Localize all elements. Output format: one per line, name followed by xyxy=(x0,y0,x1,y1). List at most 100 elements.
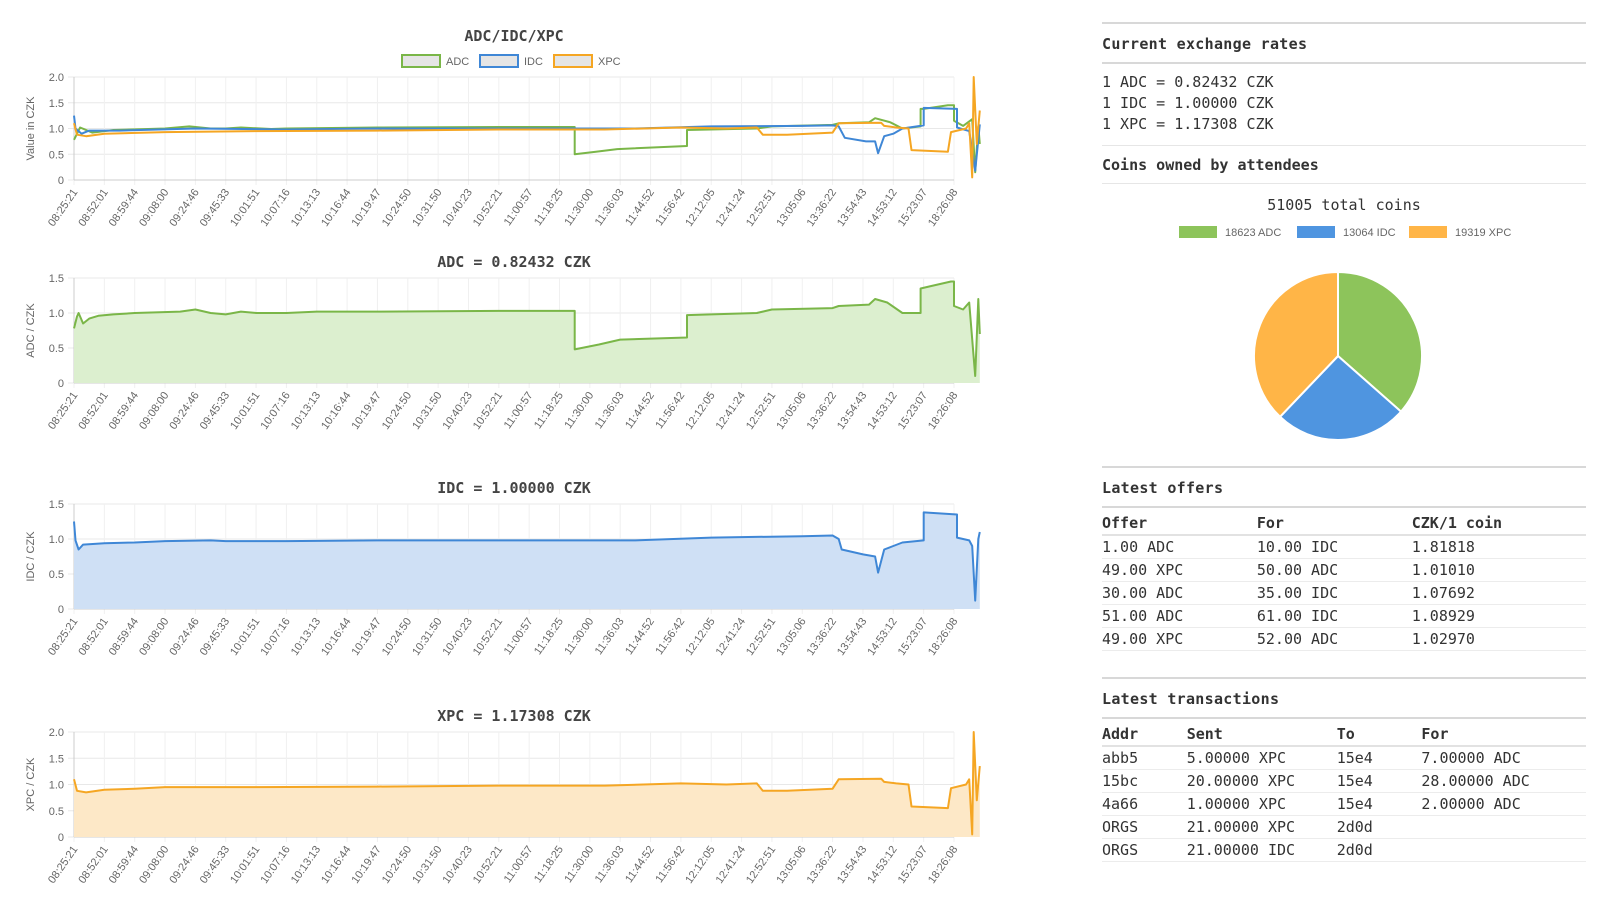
x-tick-label: 11:30:00 xyxy=(562,187,596,228)
legend-label-idc: IDC xyxy=(524,56,543,68)
offers-col-rate: CZK/1 coin xyxy=(1411,508,1586,536)
offer-amount: 30.00 ADC xyxy=(1102,581,1257,605)
x-tick-label: 09:08:00 xyxy=(137,616,171,658)
offers-section: Latest offers Offer For CZK/1 coin 1.00 … xyxy=(1102,466,1586,651)
x-tick-label: 10:40:23 xyxy=(441,844,475,886)
offer-row: 1.00 ADC 10.00 IDC 1.81818 xyxy=(1102,535,1586,559)
tx-row: abb5 5.00000 XPC 15e4 7.00000 ADC xyxy=(1102,746,1586,770)
x-tick-label: 10:19:47 xyxy=(350,844,384,886)
x-tick-label: 08:25:21 xyxy=(46,616,80,658)
x-tick-label: 13:05:06 xyxy=(774,844,808,886)
x-tick-label: 11:36:03 xyxy=(593,187,627,228)
x-tick-label: 11:18:25 xyxy=(532,844,566,885)
tx-sent: 20.00000 XPC xyxy=(1186,769,1337,793)
offer-row: 49.00 XPC 52.00 ADC 1.02970 xyxy=(1102,627,1586,651)
x-tick-label: 14:53:12 xyxy=(865,187,899,229)
offer-rate: 1.81818 xyxy=(1411,535,1586,559)
series-line-xpc xyxy=(73,76,981,179)
x-tick-label: 09:24:46 xyxy=(167,844,201,886)
legend-swatch-idc xyxy=(479,54,519,68)
exchange-rates-list: 1 ADC = 0.82432 CZK 1 IDC = 1.00000 CZK … xyxy=(1102,64,1586,146)
x-tick-label: 12:52:51 xyxy=(744,844,778,886)
x-tick-label: 10:01:51 xyxy=(228,390,262,432)
series-area-idc xyxy=(74,512,980,609)
series-area-xpc xyxy=(74,732,980,837)
tx-for xyxy=(1421,815,1586,839)
tx-sent: 21.00000 XPC xyxy=(1186,815,1337,839)
x-tick-label: 11:44:52 xyxy=(623,187,657,228)
x-tick-label: 11:44:52 xyxy=(623,616,657,657)
x-tick-label: 12:52:51 xyxy=(744,390,778,432)
x-tick-label: 15:23:07 xyxy=(896,390,930,432)
x-tick-label: 10:31:50 xyxy=(410,616,444,658)
series-area-adc xyxy=(74,281,980,383)
x-tick-label: 11:00:57 xyxy=(502,844,536,885)
y-axis-label: XPC / CZK xyxy=(25,757,37,811)
x-tick-label: 08:52:01 xyxy=(76,844,110,886)
exchange-rates-section: Current exchange rates 1 ADC = 0.82432 C… xyxy=(1102,22,1586,146)
series-line-xpc xyxy=(73,731,981,836)
pie-slice xyxy=(1337,270,1423,414)
x-tick-label: 11:18:25 xyxy=(532,616,566,657)
tx-sent: 1.00000 XPC xyxy=(1186,792,1337,816)
x-tick-label: 10:13:13 xyxy=(289,844,323,886)
x-tick-label: 10:16:44 xyxy=(319,390,353,432)
x-tick-label: 09:45:33 xyxy=(198,187,232,229)
x-tick-label: 13:36:22 xyxy=(805,616,839,658)
offers-col-for: For xyxy=(1256,508,1412,536)
x-tick-label: 13:05:06 xyxy=(774,390,808,432)
tx-addr: ORGS xyxy=(1102,838,1187,862)
x-tick-label: 11:30:00 xyxy=(562,616,596,657)
tx-row: 15bc 20.00000 XPC 15e4 28.00000 ADC xyxy=(1102,769,1586,793)
pie-legend-swatch xyxy=(1409,226,1447,238)
coins-pie-chart: 18623 ADC 13064 IDC 19319 XPC xyxy=(1179,226,1511,441)
x-tick-label: 12:41:24 xyxy=(714,844,748,886)
x-tick-label: 10:52:21 xyxy=(471,390,505,432)
x-tick-label: 10:16:44 xyxy=(319,844,353,886)
offer-amount: 49.00 XPC xyxy=(1102,558,1257,582)
x-tick-label: 10:19:47 xyxy=(350,390,384,432)
x-tick-label: 10:24:50 xyxy=(380,616,414,658)
x-tick-label: 11:44:52 xyxy=(623,390,657,431)
x-tick-label: 10:01:51 xyxy=(228,844,262,886)
transactions-table: Addr Sent To For abb5 5.00000 XPC 15e4 7.00… xyxy=(1102,719,1586,862)
pie-legend-label: 13064 IDC xyxy=(1343,227,1396,239)
x-tick-label: 10:31:50 xyxy=(410,187,444,229)
y-tick-label: 1.5 xyxy=(49,273,64,285)
x-tick-label: 08:25:21 xyxy=(46,844,80,886)
x-tick-label: 10:13:13 xyxy=(289,390,323,432)
tx-header-row: Addr Sent To For xyxy=(1102,719,1586,747)
offers-header-row: Offer For CZK/1 coin xyxy=(1102,508,1586,536)
tx-addr: 4a66 xyxy=(1102,792,1187,816)
offer-for: 52.00 ADC xyxy=(1256,627,1412,651)
pie-legend-label: 19319 XPC xyxy=(1455,227,1511,239)
offers-col-offer: Offer xyxy=(1102,508,1257,536)
exchange-rates-title: Current exchange rates xyxy=(1102,24,1586,64)
x-tick-label: 12:41:24 xyxy=(714,187,748,229)
x-tick-label: 10:01:51 xyxy=(228,616,262,658)
y-tick-label: 1.0 xyxy=(49,534,64,546)
x-tick-label: 10:40:23 xyxy=(441,616,475,658)
x-tick-label: 12:12:05 xyxy=(683,390,717,432)
x-tick-label: 14:53:12 xyxy=(865,390,899,432)
x-tick-label: 10:24:50 xyxy=(380,390,414,432)
y-tick-label: 1.5 xyxy=(49,753,64,765)
x-tick-label: 10:24:50 xyxy=(380,187,414,229)
tx-for: 7.00000 ADC xyxy=(1421,746,1586,770)
chart-title: ADC = 0.82432 CZK xyxy=(437,253,591,271)
tx-row: ORGS 21.00000 XPC 2d0d xyxy=(1102,815,1586,839)
series-line-adc xyxy=(73,104,981,174)
chart-title: ADC/IDC/XPC xyxy=(464,27,563,45)
x-tick-label: 15:23:07 xyxy=(896,616,930,658)
x-tick-label: 10:24:50 xyxy=(380,844,414,886)
tx-row: 4a66 1.00000 XPC 15e4 2.00000 ADC xyxy=(1102,792,1586,816)
tx-addr: abb5 xyxy=(1102,746,1187,770)
x-tick-label: 09:45:33 xyxy=(198,616,232,658)
x-tick-label: 11:18:25 xyxy=(532,390,566,431)
y-tick-label: 1.0 xyxy=(49,308,64,320)
pie-legend-label: 18623 ADC xyxy=(1225,227,1281,239)
offer-row: 51.00 ADC 61.00 IDC 1.08929 xyxy=(1102,604,1586,628)
x-tick-label: 11:36:03 xyxy=(593,390,627,431)
coins-section: Coins owned by attendees 51005 total coi… xyxy=(1102,156,1586,466)
y-tick-label: 1.0 xyxy=(49,780,64,792)
